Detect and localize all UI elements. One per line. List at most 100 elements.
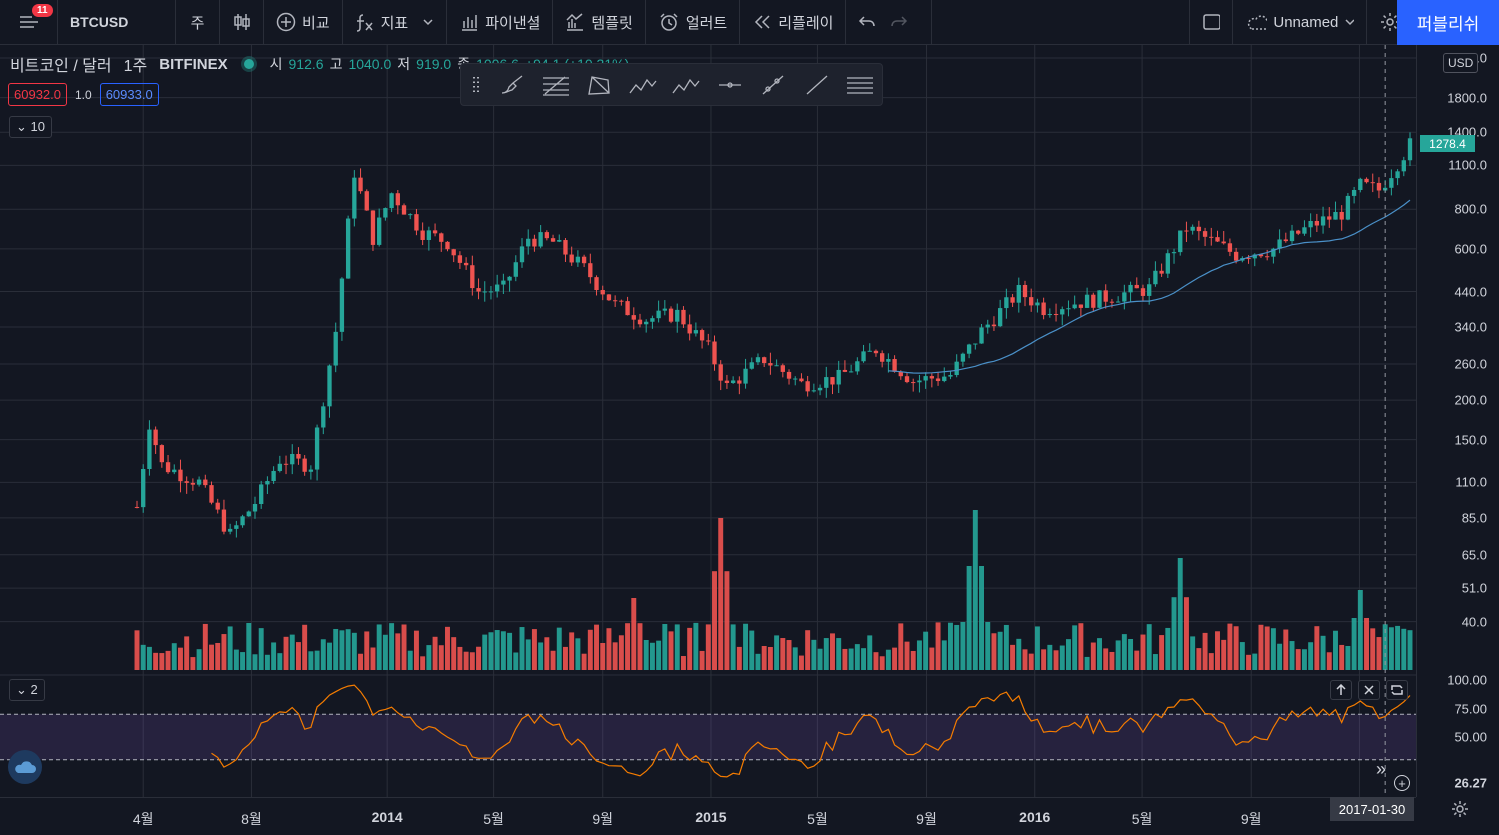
volume-bar — [302, 624, 308, 670]
redo-icon[interactable] — [890, 14, 908, 30]
abc-wave-icon — [672, 78, 700, 93]
volume-bar — [389, 623, 395, 670]
elliott-impulse-tool[interactable] — [621, 64, 664, 105]
volume-bar — [1028, 653, 1034, 670]
price-scale[interactable]: 2400.01800.01400.01100.0800.0600.0440.03… — [1416, 45, 1499, 797]
price-tick: 40.0 — [1461, 614, 1487, 630]
fib-tool[interactable] — [534, 64, 577, 105]
volume-bar — [165, 650, 171, 670]
time-tick: 9월 — [592, 811, 614, 827]
square-icon — [1203, 14, 1220, 30]
add-crosshair-button[interactable]: + — [1394, 775, 1410, 791]
candle-body — [1370, 182, 1375, 184]
price-tick: 440.0 — [1454, 284, 1487, 300]
candle-body — [973, 343, 978, 345]
tradingview-logo[interactable] — [8, 750, 42, 784]
volume-bar — [469, 652, 475, 670]
volume-bar — [780, 638, 786, 670]
volume-bar — [134, 630, 140, 670]
trend-angle-tool[interactable] — [752, 64, 795, 105]
candles-icon — [234, 14, 250, 30]
brush-tool[interactable] — [491, 64, 534, 105]
candle-body — [426, 230, 432, 240]
fullscreen-layout-button[interactable] — [1189, 0, 1233, 45]
volume-bar — [1047, 644, 1053, 670]
oscillator-collapse-button[interactable]: ⌄ 2 — [9, 679, 45, 701]
volume-bar — [1270, 628, 1276, 670]
candle-body — [1252, 254, 1257, 259]
volume-bar — [320, 639, 326, 670]
candle-body — [774, 365, 779, 367]
alert-button[interactable]: 얼러트 — [646, 0, 741, 45]
replay-button[interactable]: 리플레이 — [740, 0, 847, 45]
menu-button[interactable]: 11 — [0, 0, 58, 45]
candle-body — [408, 214, 413, 216]
osc-tick: 100.00 — [1447, 672, 1487, 688]
candle-body — [495, 284, 500, 292]
candle-body — [898, 371, 903, 377]
candle-body — [463, 262, 469, 266]
axis-settings-button[interactable] — [1448, 797, 1472, 821]
candle-body — [1035, 302, 1040, 306]
volume-bar — [848, 648, 854, 670]
publish-button[interactable]: 퍼블리쉬 — [1397, 0, 1499, 45]
volume-bar — [146, 646, 152, 670]
time-tick: 9월 — [916, 811, 937, 827]
elliott-correction-tool[interactable] — [665, 64, 708, 105]
volume-bar — [233, 649, 239, 670]
candle-body — [526, 238, 531, 247]
compare-button[interactable]: 비교 — [264, 0, 343, 45]
templates-button[interactable]: 템플릿 — [553, 0, 646, 45]
volume-bar — [507, 632, 513, 670]
more-tools-button[interactable] — [839, 64, 882, 105]
close-pane-button[interactable] — [1358, 680, 1380, 700]
volume-bar — [569, 632, 575, 670]
candle-body — [178, 469, 183, 482]
volume-bar — [1072, 625, 1078, 670]
volume-bar — [1264, 626, 1270, 670]
trend-line-tool[interactable] — [795, 64, 838, 105]
scroll-to-realtime-button[interactable]: » — [1370, 758, 1392, 780]
volume-bar — [798, 655, 804, 670]
horizontal-ray-tool[interactable] — [708, 64, 751, 105]
volume-collapse-button[interactable]: ⌄ 10 — [9, 116, 52, 138]
symbol-search[interactable]: BTCUSD — [58, 0, 176, 45]
price-tick: 340.0 — [1454, 319, 1487, 335]
volume-bar — [830, 633, 835, 670]
volume-bar — [836, 638, 842, 670]
candle-body — [1022, 284, 1028, 298]
chart-canvas[interactable] — [0, 45, 1416, 797]
move-up-button[interactable] — [1330, 680, 1352, 700]
candle-body — [1184, 230, 1189, 232]
financials-button[interactable]: 파이낸셜 — [447, 0, 554, 45]
candle-body — [1178, 230, 1183, 253]
candle-body — [1134, 284, 1139, 289]
volume-bar — [1239, 642, 1245, 670]
candle-body — [619, 300, 624, 302]
volume-bar — [618, 635, 624, 670]
indicators-button[interactable]: 지표 — [343, 0, 448, 45]
currency-tag[interactable]: USD — [1443, 53, 1479, 73]
drag-handle[interactable] — [461, 64, 491, 105]
maximize-pane-button[interactable] — [1386, 680, 1408, 700]
candle-body — [488, 291, 494, 293]
candle-body — [662, 308, 667, 311]
undo-icon[interactable] — [858, 14, 876, 30]
candle-body — [830, 377, 835, 385]
time-axis[interactable]: 4월 8월 2014 5월 9월 2015 5월 9월 2016 5월 9월 — [0, 797, 1416, 835]
layout-name-button[interactable]: Unnamed — [1233, 0, 1367, 45]
candle-body — [600, 290, 605, 295]
interval-button[interactable]: 주 — [176, 0, 220, 45]
volume-bar — [1308, 642, 1314, 670]
chart-type-button[interactable] — [220, 0, 264, 45]
price-tick: 85.0 — [1461, 510, 1487, 526]
pattern-tool[interactable] — [578, 64, 621, 105]
sell-button[interactable]: 60932.0 — [8, 83, 67, 106]
buy-button[interactable]: 60933.0 — [99, 83, 159, 106]
candle-body — [755, 357, 761, 363]
candle-body — [606, 294, 612, 301]
volume-bar — [581, 653, 587, 670]
volume-bar — [451, 637, 457, 670]
candle-body — [687, 324, 692, 334]
fib-icon — [542, 76, 569, 96]
